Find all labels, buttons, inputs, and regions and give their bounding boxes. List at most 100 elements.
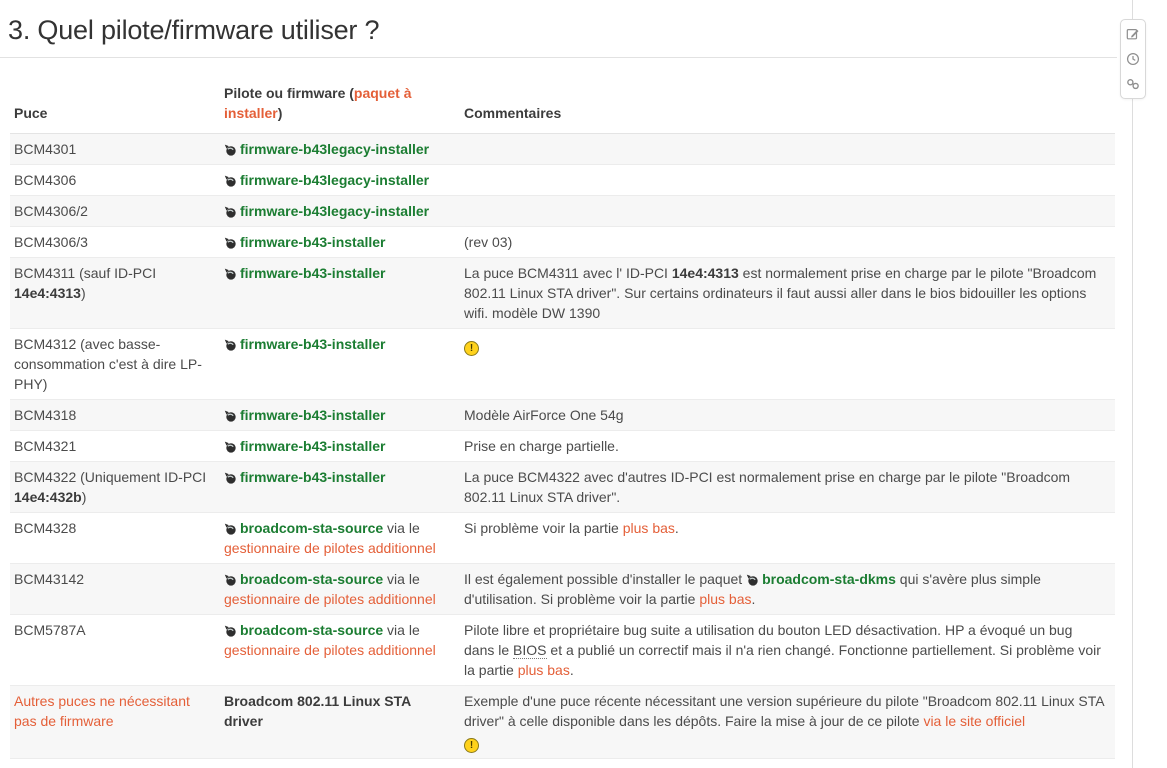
- cell-comment: Si problème voir la partie plus bas.: [460, 512, 1115, 564]
- package-icon: [224, 206, 236, 218]
- package-link[interactable]: firmware-b43-installer: [224, 469, 386, 485]
- package-icon: [224, 441, 236, 453]
- table-body: BCM4301 firmware-b43legacy-installer BCM43…: [10, 133, 1115, 759]
- bold-text: 14e4:432b: [14, 489, 82, 505]
- text: Exemple d'une puce récente nécessitant u…: [464, 693, 1104, 729]
- text: La puce BCM4322 avec d'autres ID-PCI est…: [464, 469, 1071, 505]
- cell-driver: firmware-b43legacy-installer: [222, 195, 460, 227]
- history-button[interactable]: [1126, 52, 1140, 66]
- bold-text: 14e4:4313: [14, 285, 81, 301]
- table-row: BCM4328 broadcom-sta-source via le gestio…: [10, 512, 1115, 564]
- cell-comment: (rev 03): [460, 226, 1115, 258]
- inline-link[interactable]: plus bas: [517, 662, 570, 678]
- cell-puce: BCM4318: [10, 399, 222, 431]
- package-icon: [224, 574, 236, 586]
- text: Pilote libre et propriétaire bug suite a…: [464, 622, 1073, 658]
- cell-driver: firmware-b43legacy-installer: [222, 133, 460, 165]
- cell-driver: broadcom-sta-source via le gestionnaire …: [222, 563, 460, 615]
- history-clock-icon: [1126, 52, 1140, 69]
- text: (rev 03): [464, 234, 513, 250]
- inline-link[interactable]: gestionnaire de pilotes additionnel: [224, 591, 436, 607]
- package-icon: [224, 268, 236, 280]
- link-chain-icon: [1126, 78, 1140, 94]
- package-link[interactable]: firmware-b43-installer: [224, 265, 386, 281]
- package-icon: [224, 237, 236, 249]
- cell-comment: La puce BCM4311 avec l' ID-PCI 14e4:4313…: [460, 257, 1115, 329]
- package-link[interactable]: firmware-b43-installer: [224, 438, 386, 454]
- inline-link[interactable]: via le site officiel: [923, 713, 1026, 729]
- package-link[interactable]: firmware-b43-installer: [224, 234, 386, 250]
- table-row: BCM4321 firmware-b43-installer Prise en ch…: [10, 430, 1115, 462]
- abbr-text: BIOS: [513, 642, 547, 659]
- header-puce-label: Puce: [14, 105, 48, 121]
- cell-comment: Pilote libre et propriétaire bug suite a…: [460, 614, 1115, 686]
- edit-page-button[interactable]: [1126, 27, 1140, 41]
- cell-comment: Modèle AirForce One 54g: [460, 399, 1115, 431]
- paquet-a-installer-link[interactable]: paquet à installer: [224, 85, 412, 121]
- table-row: BCM4322 (Uniquement ID-PCI 14e4:432b) fir…: [10, 461, 1115, 513]
- table-row: BCM4312 (avec basse-consommation c'est à…: [10, 328, 1115, 400]
- header-puce: Puce: [10, 75, 222, 134]
- cell-puce: BCM4312 (avec basse-consommation c'est à…: [10, 328, 222, 400]
- cell-comment: [460, 133, 1115, 165]
- package-link[interactable]: firmware-b43legacy-installer: [224, 172, 429, 188]
- package-icon: [224, 523, 236, 535]
- table-row: BCM4301 firmware-b43legacy-installer: [10, 133, 1115, 165]
- cell-puce: BCM4306/2: [10, 195, 222, 227]
- header-commentaires: Commentaires: [460, 75, 1115, 134]
- text: BCM43142: [14, 571, 85, 587]
- package-link[interactable]: broadcom-sta-source: [224, 622, 383, 638]
- cell-driver: broadcom-sta-source via le gestionnaire …: [222, 512, 460, 564]
- inline-link[interactable]: gestionnaire de pilotes additionnel: [224, 540, 436, 556]
- text: via le: [383, 520, 420, 536]
- inline-link[interactable]: plus bas: [622, 520, 675, 536]
- text: Prise en charge partielle.: [464, 438, 619, 454]
- text: BCM4306: [14, 172, 77, 188]
- cell-puce: BCM5787A: [10, 614, 222, 686]
- warning-icon: !: [464, 341, 479, 356]
- cell-comment: Il est également possible d'installer le…: [460, 563, 1115, 615]
- content-right-border: [1132, 0, 1133, 768]
- package-link[interactable]: firmware-b43-installer: [224, 407, 386, 423]
- text: Modèle AirForce One 54g: [464, 407, 624, 423]
- inline-link[interactable]: plus bas: [699, 591, 752, 607]
- inline-link[interactable]: gestionnaire de pilotes additionnel: [224, 642, 436, 658]
- cell-puce: BCM4311 (sauf ID-PCI 14e4:4313): [10, 257, 222, 329]
- header-pilote: Pilote ou firmware (paquet à installer): [222, 75, 460, 134]
- package-link[interactable]: firmware-b43-installer: [224, 336, 386, 352]
- cell-driver: firmware-b43-installer: [222, 328, 460, 400]
- backlinks-button[interactable]: [1126, 77, 1140, 91]
- text: et a publié un correctif mais il n'a rie…: [464, 642, 1101, 678]
- text: BCM4318: [14, 407, 77, 423]
- cell-driver: broadcom-sta-source via le gestionnaire …: [222, 614, 460, 686]
- inline-link[interactable]: Autres puces ne nécessitant pas de firmw…: [14, 693, 190, 729]
- table-header-row: Puce Pilote ou firmware (paquet à instal…: [10, 75, 1115, 134]
- warning-icon: !: [464, 738, 479, 753]
- package-icon: [224, 175, 236, 187]
- cell-driver: firmware-b43-installer: [222, 399, 460, 431]
- cell-puce: BCM43142: [10, 563, 222, 615]
- text: La puce BCM4311 avec l' ID-PCI: [464, 265, 672, 281]
- cell-puce: BCM4306: [10, 164, 222, 196]
- text: BCM4301: [14, 141, 77, 157]
- bold-text: Broadcom 802.11 Linux STA driver: [224, 693, 411, 729]
- text: ): [80, 285, 86, 301]
- text: ): [81, 489, 87, 505]
- cell-puce: BCM4321: [10, 430, 222, 462]
- package-link[interactable]: firmware-b43legacy-installer: [224, 203, 429, 219]
- text: .: [569, 662, 574, 678]
- table-row: BCM4306 firmware-b43legacy-installer: [10, 164, 1115, 196]
- cell-driver: firmware-b43legacy-installer: [222, 164, 460, 196]
- cell-driver: firmware-b43-installer: [222, 461, 460, 513]
- package-link[interactable]: broadcom-sta-source: [224, 520, 383, 536]
- text: qui s'avère plus simple d'utilisation. S…: [464, 571, 1041, 607]
- text: Si problème voir la partie: [464, 520, 623, 536]
- text: Il est également possible d'installer le…: [464, 571, 747, 587]
- table-row: BCM4311 (sauf ID-PCI 14e4:4313) firmware-…: [10, 257, 1115, 329]
- package-link[interactable]: broadcom-sta-dkms: [746, 571, 896, 587]
- package-link[interactable]: firmware-b43legacy-installer: [224, 141, 429, 157]
- package-link[interactable]: broadcom-sta-source: [224, 571, 383, 587]
- text: BCM4306/3: [14, 234, 88, 250]
- package-icon: [224, 625, 236, 637]
- table-row: BCM4306/3 firmware-b43-installer (rev 03): [10, 226, 1115, 258]
